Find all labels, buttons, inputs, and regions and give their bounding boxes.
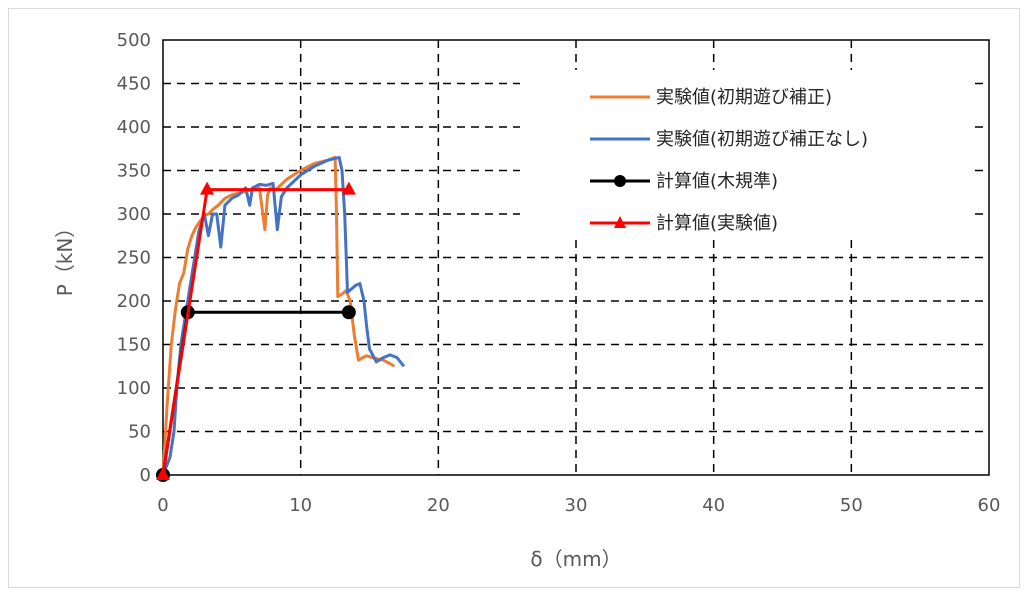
x-axis-label: δ（mm）	[530, 547, 621, 571]
y-tick-label: 250	[117, 248, 151, 269]
legend-label-3: 計算値(木規準)	[656, 171, 778, 192]
legend-marker-circle	[614, 175, 626, 187]
y-tick-label: 300	[117, 204, 151, 225]
y-axis-label: P（kN）	[53, 218, 77, 297]
data-point-triangle	[341, 181, 356, 195]
x-tick-label: 20	[427, 495, 450, 516]
x-tick-label: 40	[702, 495, 725, 516]
x-tick-label: 30	[565, 495, 588, 516]
legend: 実験値(初期遊び補正) 実験値(初期遊び補正なし) 計算値(木規準) 計算値(実験値)	[590, 87, 868, 234]
y-tick-label: 0	[140, 465, 151, 486]
legend-marker-triangle	[614, 216, 626, 228]
y-tick-label: 100	[117, 378, 151, 399]
data-point-triangle	[200, 181, 215, 195]
series-line-3	[161, 310, 349, 476]
y-tick-label: 150	[117, 335, 151, 356]
legend-label-1: 実験値(初期遊び補正)	[656, 87, 832, 108]
series-line-1	[161, 155, 396, 476]
gridlines	[163, 40, 989, 475]
data-point-triangle	[156, 467, 170, 480]
y-tick-label: 450	[117, 74, 151, 95]
x-tick-label: 60	[978, 495, 1001, 516]
y-tick-label: 50	[128, 422, 151, 443]
y-tick-label: 500	[117, 30, 151, 51]
legend-label-2: 実験値(初期遊び補正なし)	[656, 129, 868, 150]
y-tick-label: 200	[117, 291, 151, 312]
y-tick-label: 400	[117, 117, 151, 138]
y-tick-label: 350	[117, 161, 151, 182]
tick-labels: 0 50 100 150 200 250 300 350 400 450 500 0 10 20 30 40 5…	[117, 30, 1001, 516]
x-tick-label: 0	[157, 495, 168, 516]
x-tick-label: 10	[289, 495, 312, 516]
plot-area-border	[162, 39, 990, 476]
series-line-2	[161, 155, 406, 476]
series-layer	[156, 155, 406, 482]
x-tick-label: 50	[840, 495, 863, 516]
data-point-circle	[341, 305, 356, 320]
legend-label-4: 計算値(実験値)	[656, 213, 778, 234]
